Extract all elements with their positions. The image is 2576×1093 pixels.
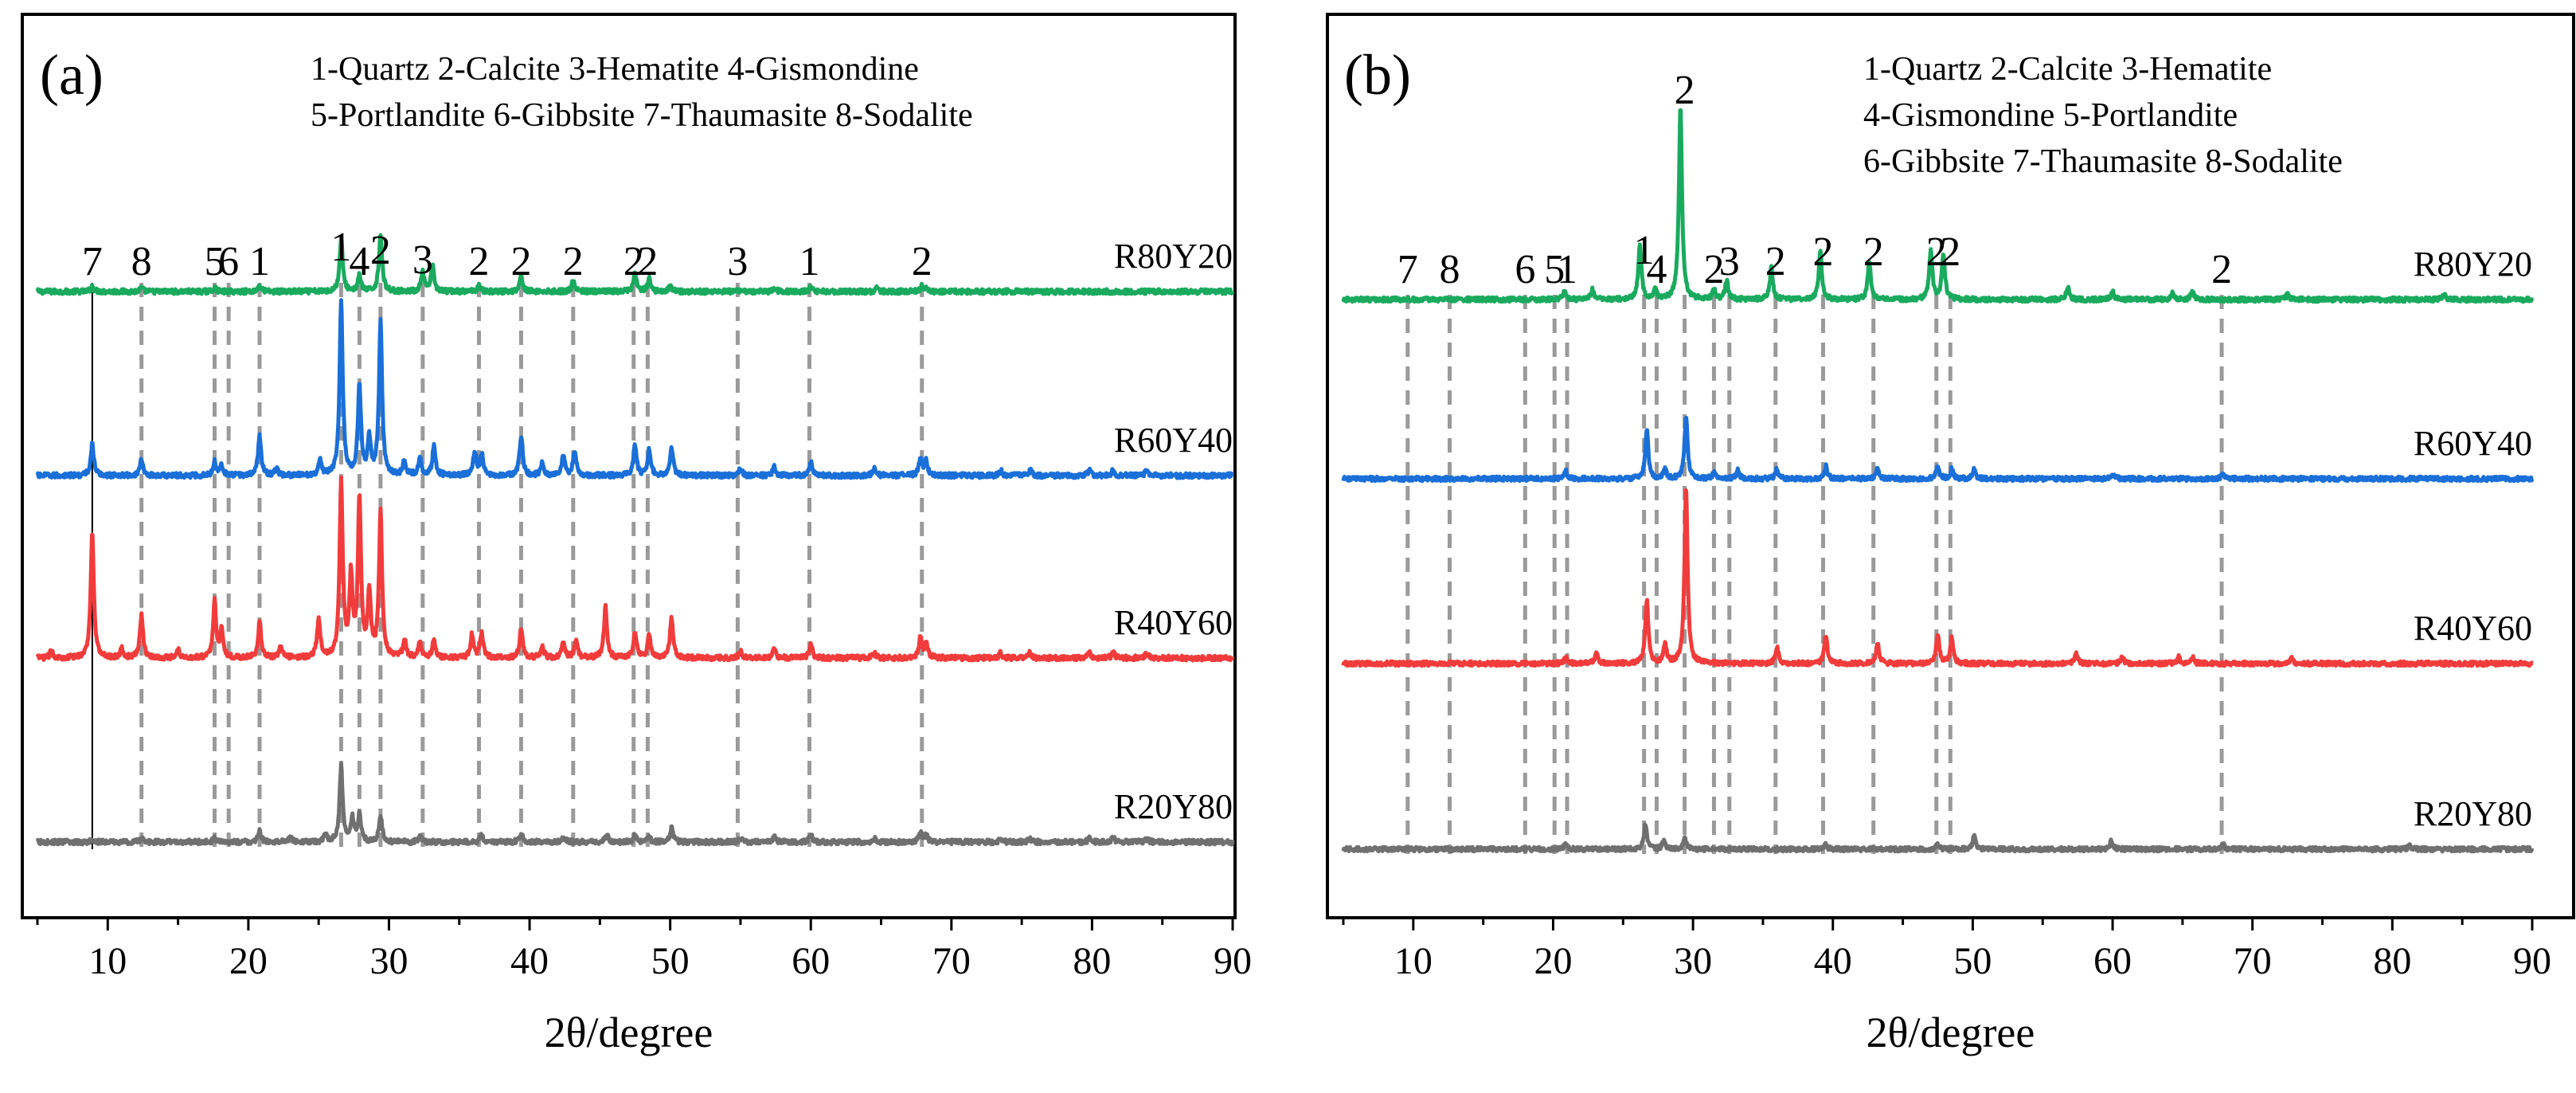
peak-label: 2 xyxy=(1703,247,1724,292)
peak-label: 1 xyxy=(1634,228,1655,273)
peak-label: 2 xyxy=(1926,229,1947,275)
x-axis-label: 2θ/degree xyxy=(545,1009,713,1056)
x-tick-label: 70 xyxy=(2234,940,2272,982)
x-tick-label: 70 xyxy=(932,940,971,982)
series-label: R40Y60 xyxy=(2414,609,2532,648)
peak-label: 3 xyxy=(1719,239,1740,284)
phase-legend-line: 4-Gismondine 5-Portlandite xyxy=(1863,97,2238,134)
x-tick-label: 10 xyxy=(1394,940,1433,982)
x-tick-label: 40 xyxy=(510,940,549,982)
peak-label: 2 xyxy=(912,239,932,284)
x-tick-label: 80 xyxy=(2373,940,2411,982)
series-label: R40Y60 xyxy=(1114,603,1233,642)
peak-label: 2 xyxy=(1863,229,1884,275)
series-label: R60Y40 xyxy=(1114,421,1233,460)
peak-label: 1 xyxy=(249,239,270,284)
series-line-r60y40 xyxy=(1341,415,2535,484)
peak-label: 2 xyxy=(563,239,584,284)
peak-label: 2 xyxy=(637,239,658,284)
x-tick-label: 20 xyxy=(229,940,268,982)
peak-label: 1 xyxy=(799,239,819,284)
peak-label: 3 xyxy=(727,239,748,284)
series-label: R20Y80 xyxy=(2414,794,2532,833)
panel-label: (a) xyxy=(40,43,104,107)
series-line-r40y60 xyxy=(35,475,1235,663)
x-tick-label: 30 xyxy=(369,940,408,982)
peak-label: 5 xyxy=(1544,247,1565,292)
peak-label: 8 xyxy=(1439,247,1460,292)
peak-label: 6 xyxy=(1515,247,1535,292)
peak-label: 6 xyxy=(218,239,239,284)
peak-label: 2 xyxy=(510,239,531,284)
series-line-r20y80 xyxy=(1341,822,2535,854)
peak-label: 2 xyxy=(1812,229,1833,275)
peak-label: 2 xyxy=(2211,247,2232,292)
x-tick-label: 10 xyxy=(88,940,127,982)
x-tick-label: 30 xyxy=(1674,940,1712,982)
x-axis-label: 2θ/degree xyxy=(1867,1009,2035,1056)
plot-frame xyxy=(1326,13,2575,919)
peak-label: 2 xyxy=(623,239,644,284)
peak-label: 2 xyxy=(370,228,391,273)
series-line-r40y60 xyxy=(1341,488,2534,668)
peak-label: 7 xyxy=(82,239,103,284)
panel-label: (b) xyxy=(1344,43,1411,107)
series-line-r20y80 xyxy=(35,762,1235,847)
peak-label: 8 xyxy=(131,239,152,284)
phase-legend-line: 5-Portlandite 6-Gibbsite 7-Thaumasite 8-… xyxy=(311,97,973,134)
peak-label: 7 xyxy=(1397,247,1418,292)
x-tick-label: 90 xyxy=(1214,940,1252,982)
phase-legend-line: 1-Quartz 2-Calcite 3-Hematite xyxy=(1863,51,2272,88)
peak-label: 2 xyxy=(1940,229,1960,275)
series-label: R60Y40 xyxy=(2414,424,2532,463)
plot-frame xyxy=(21,13,1237,919)
peak-label: 1 xyxy=(330,225,351,270)
x-tick-label: 20 xyxy=(1534,940,1572,982)
series-label: R80Y20 xyxy=(2414,245,2532,284)
peak-label: 4 xyxy=(1646,247,1667,292)
peak-label: 2 xyxy=(468,239,489,284)
peak-label: 3 xyxy=(412,237,433,283)
x-tick-label: 80 xyxy=(1073,940,1111,982)
series-label: R20Y80 xyxy=(1114,787,1233,826)
x-tick-label: 60 xyxy=(2093,940,2132,982)
peak-label: 5 xyxy=(205,239,225,284)
peak-label: 1 xyxy=(1557,247,1577,292)
series-line-r80y20 xyxy=(35,233,1235,296)
x-tick-label: 50 xyxy=(651,940,690,982)
x-tick-label: 40 xyxy=(1814,940,1852,982)
series-line-r80y20 xyxy=(1341,108,2535,304)
series-line-r60y40 xyxy=(35,298,1235,480)
peak-label: 4 xyxy=(349,239,369,284)
series-label: R80Y20 xyxy=(1114,237,1233,276)
peak-label: 2 xyxy=(1675,68,1695,113)
phase-legend-line: 6-Gibbsite 7-Thaumasite 8-Sodalite xyxy=(1863,143,2343,180)
peak-label: 2 xyxy=(1765,239,1786,284)
phase-legend-line: 1-Quartz 2-Calcite 3-Hematite 4-Gismondi… xyxy=(311,51,919,88)
x-tick-label: 90 xyxy=(2513,940,2551,982)
x-tick-label: 60 xyxy=(792,940,830,982)
x-tick-label: 50 xyxy=(1953,940,1992,982)
